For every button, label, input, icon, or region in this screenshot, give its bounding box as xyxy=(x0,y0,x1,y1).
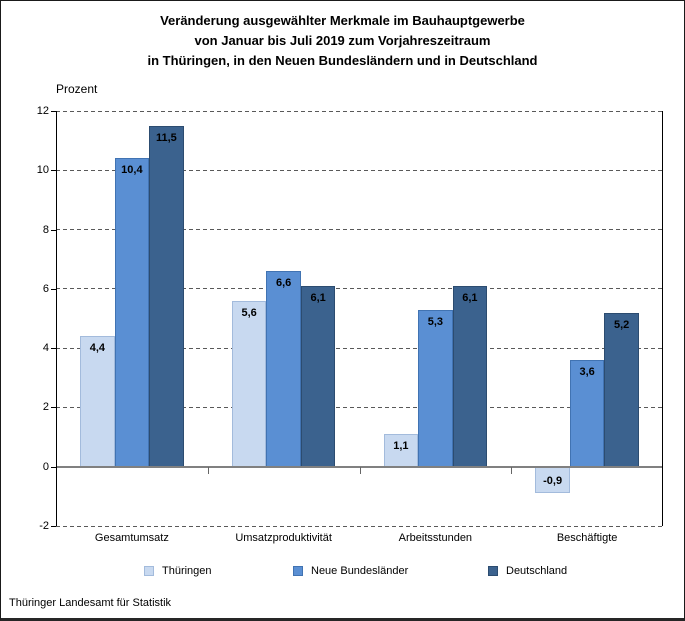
page-title: Veränderung ausgewählter Merkmale im Bau… xyxy=(1,11,684,71)
title-line-2: von Januar bis Juli 2019 zum Vorjahresze… xyxy=(194,33,491,48)
plot-area: 4,4 5,6 1,1 -0,9 10,4 6,6 5,3 3,6 11,5 6,1 6,1 5,2 xyxy=(51,110,663,527)
legend-marker-deutschland xyxy=(488,566,498,576)
bar-value-label: 6,1 xyxy=(462,291,478,304)
y-axis-tick-10 xyxy=(51,170,56,172)
gridline-12 xyxy=(56,110,663,112)
y-axis-unit-label: Prozent xyxy=(56,82,98,96)
bar-deutschland-umsatzproduktivitaet xyxy=(300,285,336,467)
gridline-10 xyxy=(56,169,663,171)
gridline-8 xyxy=(56,229,663,231)
bar-deutschland-arbeitsstunden xyxy=(452,285,488,467)
y-tick-label-12: 12 xyxy=(36,105,49,117)
bar-value-label: 4,4 xyxy=(89,342,106,355)
gridline-6 xyxy=(56,288,663,290)
y-axis-tick-2 xyxy=(51,407,56,409)
title-line-1: Veränderung ausgewählter Merkmale im Bau… xyxy=(160,13,525,28)
gridline--2 xyxy=(56,525,663,527)
bar-value-label: 6,1 xyxy=(310,291,326,304)
x-axis-tick-2 xyxy=(359,466,361,474)
bar-neue-bundeslaender-beschaeftigte xyxy=(569,360,605,467)
bar-value-label: 1,1 xyxy=(393,440,409,453)
legend-item-thueringen: Thüringen xyxy=(144,563,212,579)
bar-value-label: 5,3 xyxy=(427,315,444,328)
y-axis-line xyxy=(56,111,57,526)
y-tick-label-6: 6 xyxy=(42,282,49,295)
bar-deutschland-gesamtumsatz xyxy=(149,125,184,467)
bar-thueringen-umsatzproduktivitaet xyxy=(231,300,267,467)
y-tick-label-0: 0 xyxy=(42,460,49,473)
bar-neue-bundeslaender-arbeitsstunden xyxy=(418,309,453,467)
bar-thueringen-arbeitsstunden xyxy=(383,434,419,467)
y-tick-label-8: 8 xyxy=(42,223,49,236)
category-label-gesamtumsatz: Gesamtumsatz xyxy=(94,532,169,544)
legend-label-neue-bundeslaender: Neue Bundesländer xyxy=(311,565,409,577)
bar-value-label: 3,6 xyxy=(579,366,595,378)
gridline-2 xyxy=(56,406,663,408)
bar-deutschland-beschaeftigte xyxy=(604,312,639,467)
bar-thueringen-beschaeftigte xyxy=(535,466,570,494)
source-attribution: Thüringer Landesamt für Statistik xyxy=(9,597,172,609)
bar-value-label: 11,5 xyxy=(155,131,177,144)
gridline-4 xyxy=(56,347,663,349)
y-axis-tick-6 xyxy=(51,288,56,290)
legend-item-deutschland: Deutschland xyxy=(488,563,567,579)
category-label-beschaeftigte: Beschäftigte xyxy=(556,532,618,544)
y-axis-tick-4 xyxy=(51,348,56,350)
y-tick-label-10: 10 xyxy=(36,164,49,177)
y-axis-tick-0 xyxy=(51,466,56,468)
bar-value-label: 10,4 xyxy=(121,164,143,177)
x-axis-tick-1 xyxy=(207,466,209,474)
bar-value-label: 5,6 xyxy=(241,306,257,319)
x-axis-tick-3 xyxy=(511,466,513,474)
category-label-arbeitsstunden: Arbeitsstunden xyxy=(398,532,473,544)
y-tick-label-4: 4 xyxy=(42,342,49,355)
title-line-3: in Thüringen, in den Neuen Bundesländern… xyxy=(147,53,538,68)
legend-marker-thueringen xyxy=(144,566,154,576)
bar-neue-bundeslaender-gesamtumsatz xyxy=(114,158,150,467)
y-axis-tick-8 xyxy=(51,229,56,231)
bar-neue-bundeslaender-umsatzproduktivitaet xyxy=(266,271,301,467)
y-axis-tick--2 xyxy=(51,526,56,527)
bar-value-label: 6,6 xyxy=(275,277,292,290)
y-axis-tick-12 xyxy=(51,111,56,112)
category-label-umsatzproduktivitaet: Umsatzproduktivität xyxy=(235,532,332,544)
legend-label-thueringen: Thüringen xyxy=(162,565,212,577)
legend-marker-neue-bundeslaender xyxy=(293,566,303,576)
legend-item-neue-bundeslaender: Neue Bundesländer xyxy=(293,563,408,579)
bar-value-label: -0,9 xyxy=(543,475,563,488)
bar-thueringen-gesamtumsatz xyxy=(80,336,115,467)
legend-label-deutschland: Deutschland xyxy=(506,565,568,577)
y-tick-label--2: -2 xyxy=(39,520,49,532)
y-tick-label-2: 2 xyxy=(42,401,49,414)
bar-value-label: 5,2 xyxy=(613,318,630,331)
plot-right-border xyxy=(662,111,663,526)
